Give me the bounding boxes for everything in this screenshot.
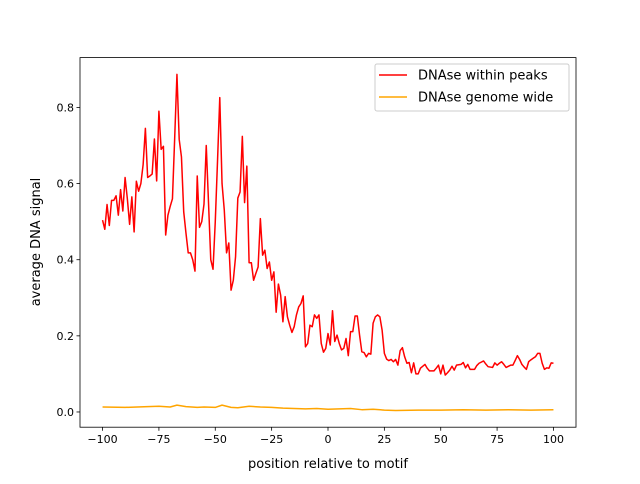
legend-box <box>374 63 570 112</box>
x-tick-label: −75 <box>147 433 170 446</box>
x-tick-label: 100 <box>543 433 564 446</box>
x-tick-label: 0 <box>325 433 332 446</box>
x-axis-label: position relative to motif <box>248 457 408 472</box>
y-tick-label: 0.0 <box>57 406 75 419</box>
y-tick-label: 0.6 <box>57 178 75 191</box>
y-axis-label: average DNA signal <box>29 178 44 307</box>
y-tick-label: 0.2 <box>57 330 75 343</box>
y-axis: 0.0 0.2 0.4 0.6 0.8 <box>57 101 80 419</box>
y-tick-label: 0.8 <box>57 101 75 114</box>
plot-area <box>101 73 554 412</box>
series-line-genome-wide <box>102 404 554 412</box>
x-tick-label: 25 <box>377 433 391 446</box>
legend-label-genome-wide: DNAse genome wide <box>418 91 553 106</box>
y-tick-label: 0.4 <box>57 254 75 267</box>
x-tick-label: −100 <box>87 433 117 446</box>
x-tick-label: −50 <box>204 433 227 446</box>
x-tick-label: 50 <box>434 433 448 446</box>
x-axis: −100 −75 −50 −25 0 25 50 75 100 <box>87 427 564 446</box>
x-tick-label: 75 <box>490 433 504 446</box>
series-line-within-peaks <box>101 73 554 376</box>
axes-frame <box>79 57 577 428</box>
legend: DNAse within peaks DNAse genome wide <box>374 63 570 112</box>
legend-label-within-peaks: DNAse within peaks <box>418 69 548 84</box>
x-tick-label: −25 <box>260 433 283 446</box>
